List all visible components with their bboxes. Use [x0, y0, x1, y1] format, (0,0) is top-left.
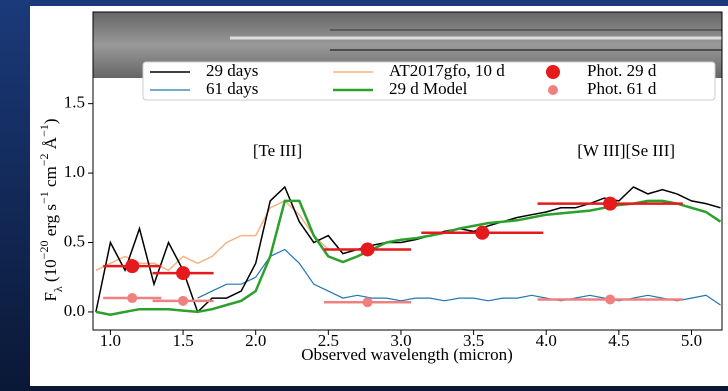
y-label-part: Å [41, 136, 60, 153]
legend-label: 29 d Model [389, 79, 468, 98]
x-tick-label: 2.0 [245, 331, 266, 350]
x-tick-label: 5.0 [681, 331, 702, 350]
phot-point [127, 293, 137, 303]
legend-marker [546, 65, 560, 79]
x-axis-label: Observed wavelength (micron) [301, 345, 512, 364]
x-tick-label: 1.5 [172, 331, 193, 350]
y-label-part: ) [41, 118, 60, 124]
y-label-part: (10 [41, 259, 60, 286]
phot-point [176, 266, 190, 280]
annotation: [W III][Se III] [577, 141, 675, 160]
y-label-part: F [41, 292, 60, 301]
annotation: [Te III] [253, 141, 302, 160]
chart: 1.01.52.02.53.03.54.04.55.00.00.51.01.5[… [0, 0, 728, 391]
y-tick-label: 1.0 [64, 162, 85, 181]
phot-point [125, 259, 139, 273]
legend-label: AT2017gfo, 10 d [389, 61, 505, 80]
y-label-part: −2 [37, 153, 51, 166]
y-label-part: erg s [41, 204, 60, 241]
y-label-part: −20 [37, 241, 51, 260]
legend-label: Phot. 61 d [587, 79, 657, 98]
legend-label: Phot. 29 d [587, 61, 657, 80]
y-label-part: −1 [37, 191, 51, 204]
phot-point [361, 242, 375, 256]
phot-point [603, 197, 617, 211]
legend-label: 29 days [206, 61, 258, 80]
phot-point [178, 296, 188, 306]
page: 1.01.52.02.53.03.54.04.55.00.00.51.01.5[… [0, 0, 728, 391]
phot-point [605, 294, 615, 304]
legend-label: 61 days [206, 79, 258, 98]
y-tick-label: 1.5 [64, 93, 85, 112]
x-tick-label: 4.0 [536, 331, 557, 350]
x-tick-label: 1.0 [100, 331, 121, 350]
phot-point [475, 226, 489, 240]
y-tick-label: 0.5 [64, 231, 85, 250]
y-label-part: −1 [37, 124, 51, 137]
y-label-part: cm [41, 166, 60, 191]
y-tick-label: 0.0 [64, 301, 85, 320]
legend-marker [548, 85, 558, 95]
x-tick-label: 4.5 [608, 331, 629, 350]
phot-point [363, 297, 373, 307]
